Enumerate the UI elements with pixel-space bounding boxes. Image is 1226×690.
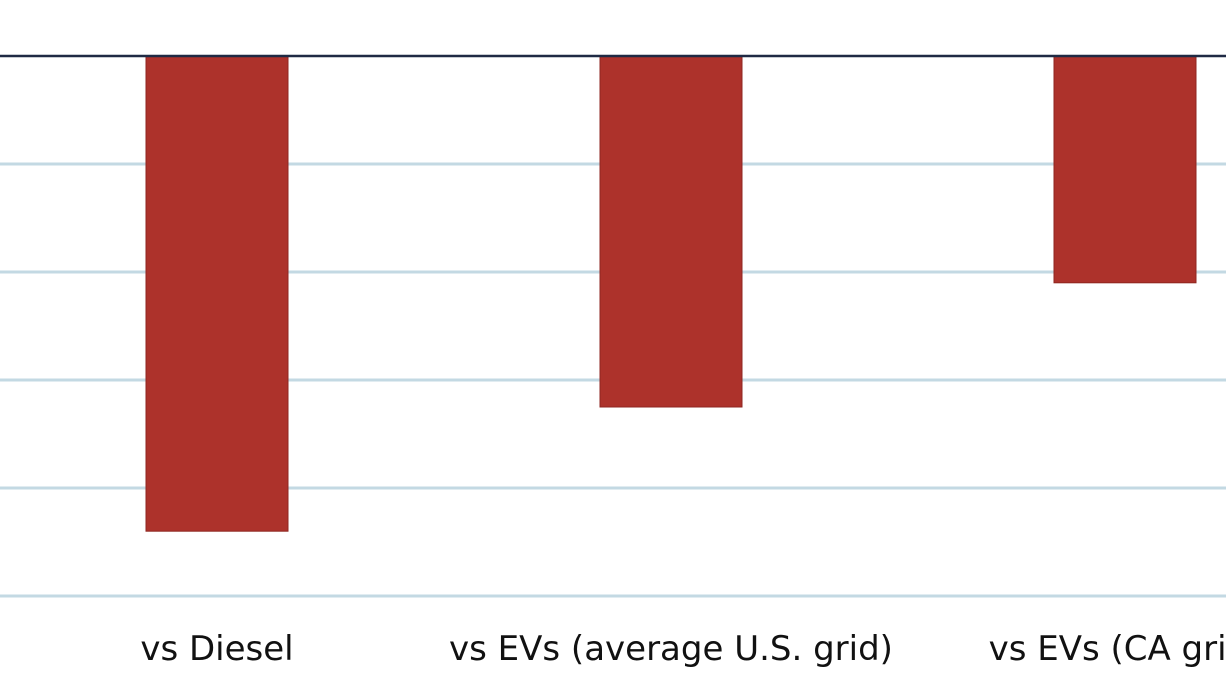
bars [145, 55, 1197, 532]
x-tick-label: vs EVs (CA grid) [989, 629, 1226, 669]
category-labels: vs Diesel vs EVs (average U.S. grid) vs EV… [140, 629, 1226, 669]
x-tick-label: vs Diesel [140, 629, 293, 669]
bar [1053, 55, 1197, 284]
x-tick-label: vs EVs (average U.S. grid) [449, 629, 893, 669]
bar [145, 55, 289, 532]
bar [599, 55, 743, 408]
